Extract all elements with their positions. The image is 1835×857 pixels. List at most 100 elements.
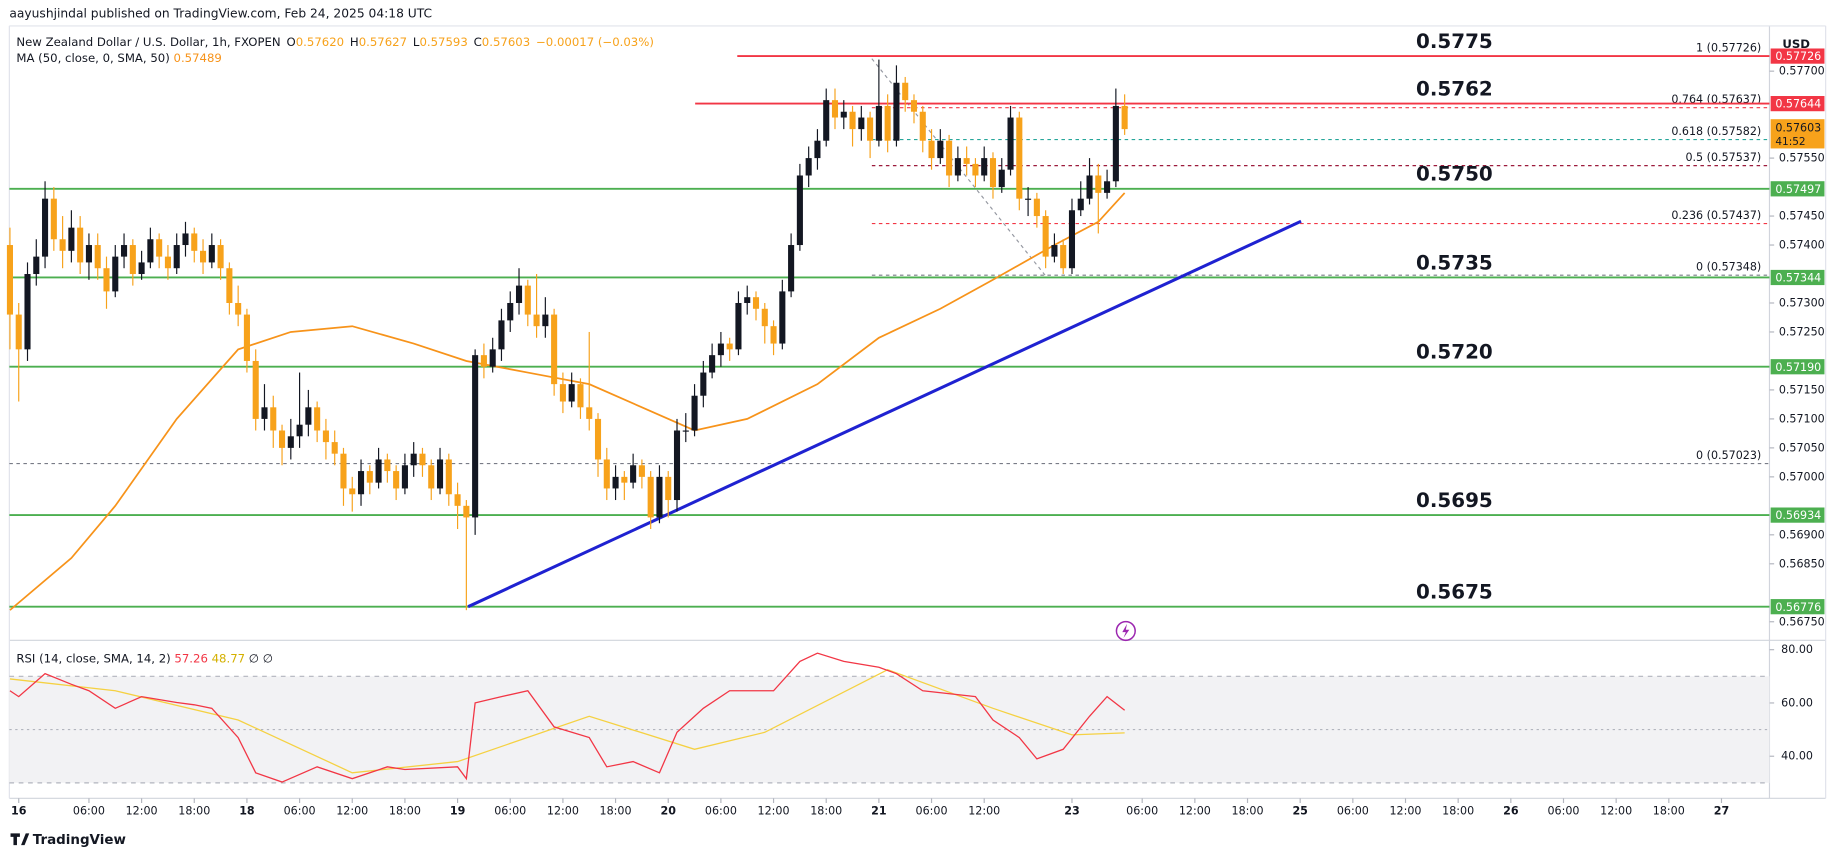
x-tick-label: 16: [11, 805, 27, 818]
candle-body: [682, 430, 689, 432]
candle-body: [761, 308, 768, 327]
ohlc-key: C: [474, 35, 482, 49]
candle-body: [77, 227, 84, 263]
candle-body: [1095, 175, 1102, 193]
candle-body: [164, 256, 171, 269]
candle-body: [121, 245, 128, 257]
candle-body: [366, 471, 373, 483]
x-tick-label: 12:00: [968, 805, 1000, 818]
candle-body: [217, 245, 224, 269]
price-tag: [1770, 96, 1825, 112]
candle-body: [551, 314, 558, 385]
candle-body: [15, 314, 22, 350]
candle-body: [1068, 210, 1076, 269]
candle-body: [208, 245, 215, 263]
y-tick-label: 0.57550: [1779, 152, 1825, 165]
x-tick-label: 18:00: [178, 805, 210, 818]
ohlc-value: 0.57593: [419, 35, 467, 49]
byline: aayushjindal published on TradingView.co…: [9, 7, 432, 21]
candle-body: [717, 343, 724, 356]
price-tag: [1770, 48, 1825, 64]
x-tick-label: 06:00: [1126, 805, 1158, 818]
candle-body: [1104, 181, 1111, 193]
candle-body: [831, 100, 839, 118]
candle-body: [331, 442, 338, 454]
candle-body: [735, 302, 742, 350]
candle-body: [489, 349, 496, 367]
candle-body: [673, 430, 681, 501]
currency: USD: [1782, 37, 1810, 51]
candle-body: [665, 476, 672, 501]
candle-body: [867, 117, 874, 141]
candle-body: [305, 407, 312, 425]
candle-body: [6, 245, 13, 315]
price-tag: [1770, 181, 1825, 197]
x-tick-label: 06:00: [284, 805, 316, 818]
rsi-extra: ∅ ∅: [249, 652, 273, 666]
candle-body: [1025, 198, 1032, 200]
candle-body: [138, 262, 145, 275]
y-tick-label: 0.57300: [1779, 297, 1825, 310]
candle-body: [349, 488, 356, 495]
candle-body: [630, 465, 637, 483]
candle-body: [893, 82, 900, 141]
candle-body: [322, 430, 329, 443]
candle-body: [1051, 245, 1058, 257]
candle-body: [963, 158, 970, 164]
y-tick-label: 0.57400: [1779, 239, 1825, 252]
y-tick-label: 0.56750: [1779, 615, 1825, 628]
candle-body: [454, 494, 461, 506]
candle-body: [752, 297, 760, 309]
candle-body: [314, 407, 321, 431]
candle-body: [173, 245, 180, 269]
candle-body: [586, 407, 593, 419]
candle-body: [902, 82, 909, 101]
price-tag-label: 0.57190: [1775, 361, 1821, 374]
y-tick-label: 0.57100: [1779, 412, 1825, 425]
candle-body: [436, 459, 444, 489]
price-tag: [1770, 269, 1825, 286]
x-tick-label: 12:00: [1179, 805, 1211, 818]
candle-body: [946, 140, 953, 176]
candle-body: [410, 453, 417, 466]
candle-body: [287, 436, 294, 448]
candle-body: [691, 395, 698, 431]
x-tick-label: 20: [660, 805, 676, 818]
ohlc-key: L: [413, 35, 420, 49]
candle-body: [1086, 175, 1093, 199]
candle-body: [463, 505, 470, 518]
candle-body: [384, 459, 391, 472]
x-tick-label: 06:00: [916, 805, 948, 818]
level-label: 0.5695: [1416, 489, 1493, 512]
candle-body: [840, 111, 847, 118]
y-tick-label: 0.56900: [1779, 528, 1825, 541]
candle-body: [568, 384, 575, 402]
fib-label: 0.618 (0.57582): [1671, 125, 1761, 138]
y-tick-label: 0.57450: [1779, 210, 1825, 223]
candle-body: [42, 198, 49, 257]
level-label: 0.5720: [1416, 341, 1493, 364]
candle-body: [1112, 105, 1119, 182]
candle-body: [191, 233, 198, 251]
candle-body: [85, 245, 92, 263]
candle-body: [243, 314, 250, 361]
price-tag-label: 0.57497: [1775, 183, 1821, 196]
candle-body: [296, 424, 303, 437]
candle-body: [182, 233, 189, 246]
rsi-sma-value: 48.77: [212, 652, 245, 666]
candle-body: [937, 140, 944, 159]
candle-body: [858, 117, 865, 130]
x-tick-label: 12:00: [336, 805, 368, 818]
x-tick-label: 12:00: [126, 805, 158, 818]
candle-body: [998, 169, 1005, 188]
candle-body: [428, 465, 435, 489]
candle-body: [507, 302, 514, 321]
rsi-tick-label: 80.00: [1781, 643, 1813, 656]
level-label: 0.5762: [1416, 77, 1493, 100]
price-tag-label: 0.57644: [1775, 98, 1821, 111]
candle-body: [94, 245, 101, 269]
logo-mark: [10, 833, 30, 846]
ohlc-key: H: [350, 35, 359, 49]
candle-body: [59, 239, 66, 251]
level-label: 0.5735: [1416, 251, 1493, 274]
